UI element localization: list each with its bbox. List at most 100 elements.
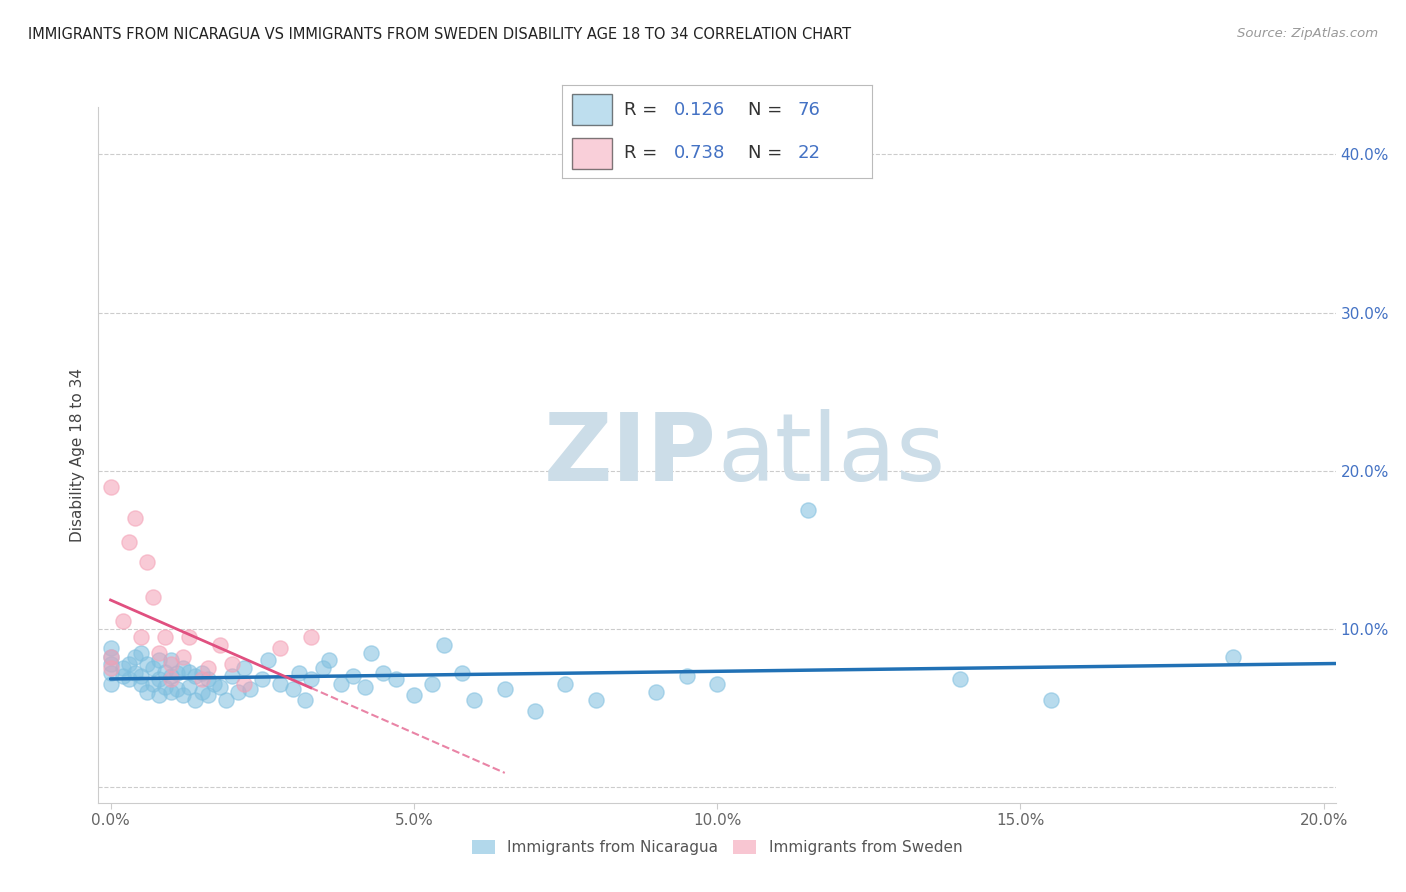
- Point: [100, 479, 122, 493]
- Point: [554, 677, 576, 691]
- Point: [124, 666, 146, 681]
- Text: R =: R =: [624, 101, 664, 119]
- FancyBboxPatch shape: [572, 95, 612, 125]
- Point: [342, 669, 364, 683]
- Point: [451, 666, 474, 681]
- Point: [384, 673, 406, 687]
- Point: [148, 673, 170, 687]
- Point: [190, 666, 212, 681]
- Y-axis label: Disability Age 18 to 34: Disability Age 18 to 34: [69, 368, 84, 542]
- Point: [124, 511, 146, 525]
- Point: [645, 685, 668, 699]
- Point: [136, 657, 159, 671]
- Point: [118, 534, 141, 549]
- Text: 0.738: 0.738: [673, 145, 725, 162]
- Point: [160, 653, 183, 667]
- Point: [166, 666, 188, 681]
- Point: [148, 688, 170, 702]
- Point: [250, 673, 273, 687]
- Point: [190, 685, 212, 699]
- Point: [179, 665, 201, 679]
- Point: [153, 681, 176, 695]
- Point: [172, 688, 194, 702]
- Point: [585, 693, 607, 707]
- Point: [312, 661, 335, 675]
- Text: R =: R =: [624, 145, 664, 162]
- Point: [136, 556, 159, 570]
- Point: [299, 630, 322, 644]
- Point: [233, 661, 256, 675]
- Legend: Immigrants from Nicaragua, Immigrants from Sweden: Immigrants from Nicaragua, Immigrants fr…: [465, 833, 969, 862]
- Point: [299, 673, 322, 687]
- Point: [153, 665, 176, 679]
- Point: [197, 673, 219, 687]
- Text: IMMIGRANTS FROM NICARAGUA VS IMMIGRANTS FROM SWEDEN DISABILITY AGE 18 TO 34 CORR: IMMIGRANTS FROM NICARAGUA VS IMMIGRANTS …: [28, 27, 851, 42]
- Point: [330, 677, 353, 691]
- Text: 76: 76: [797, 101, 820, 119]
- Point: [269, 640, 291, 655]
- Point: [129, 669, 152, 683]
- Point: [100, 677, 122, 691]
- Point: [420, 677, 443, 691]
- Point: [202, 677, 225, 691]
- Point: [797, 503, 820, 517]
- Point: [100, 661, 122, 675]
- Point: [294, 693, 316, 707]
- Point: [233, 677, 256, 691]
- FancyBboxPatch shape: [572, 138, 612, 169]
- Point: [142, 591, 165, 605]
- Point: [197, 688, 219, 702]
- Point: [524, 704, 547, 718]
- Point: [160, 673, 183, 687]
- Point: [100, 640, 122, 655]
- Text: ZIP: ZIP: [544, 409, 717, 501]
- Point: [675, 669, 697, 683]
- Point: [373, 666, 395, 681]
- Point: [494, 681, 516, 696]
- Point: [197, 661, 219, 675]
- Point: [949, 673, 972, 687]
- Point: [287, 666, 309, 681]
- Point: [281, 681, 304, 696]
- Point: [111, 661, 134, 675]
- Point: [142, 677, 165, 691]
- Point: [124, 650, 146, 665]
- Point: [184, 693, 207, 707]
- Text: atlas: atlas: [717, 409, 945, 501]
- Point: [148, 653, 170, 667]
- Point: [360, 646, 382, 660]
- Point: [100, 650, 122, 665]
- Point: [153, 630, 176, 644]
- Point: [129, 677, 152, 691]
- Point: [160, 685, 183, 699]
- Text: N =: N =: [748, 145, 787, 162]
- Point: [179, 630, 201, 644]
- Point: [318, 653, 340, 667]
- Point: [136, 685, 159, 699]
- Point: [221, 657, 243, 671]
- Point: [129, 646, 152, 660]
- Text: 0.126: 0.126: [673, 101, 725, 119]
- Point: [118, 673, 141, 687]
- Point: [111, 669, 134, 683]
- Point: [172, 661, 194, 675]
- Point: [239, 681, 262, 696]
- Point: [148, 646, 170, 660]
- Text: N =: N =: [748, 101, 787, 119]
- Point: [100, 666, 122, 681]
- Point: [118, 657, 141, 671]
- Point: [706, 677, 728, 691]
- Point: [402, 688, 425, 702]
- Point: [208, 681, 231, 695]
- Point: [463, 693, 485, 707]
- Point: [142, 661, 165, 675]
- Point: [208, 638, 231, 652]
- Text: 22: 22: [797, 145, 821, 162]
- Point: [172, 650, 194, 665]
- Point: [1039, 693, 1062, 707]
- Text: Source: ZipAtlas.com: Source: ZipAtlas.com: [1237, 27, 1378, 40]
- Point: [111, 614, 134, 628]
- Point: [1222, 650, 1244, 665]
- Point: [226, 685, 249, 699]
- Point: [190, 673, 212, 687]
